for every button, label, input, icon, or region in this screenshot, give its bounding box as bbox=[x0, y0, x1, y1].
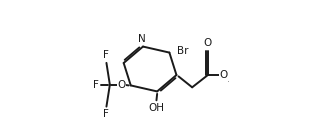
Text: Br: Br bbox=[177, 46, 188, 55]
Text: OH: OH bbox=[148, 103, 165, 113]
Text: F: F bbox=[103, 109, 109, 119]
Text: O: O bbox=[220, 70, 228, 80]
Text: O: O bbox=[117, 80, 126, 90]
Text: F: F bbox=[93, 80, 99, 90]
Text: O: O bbox=[204, 38, 212, 48]
Text: F: F bbox=[103, 50, 109, 60]
Text: N: N bbox=[138, 34, 146, 44]
